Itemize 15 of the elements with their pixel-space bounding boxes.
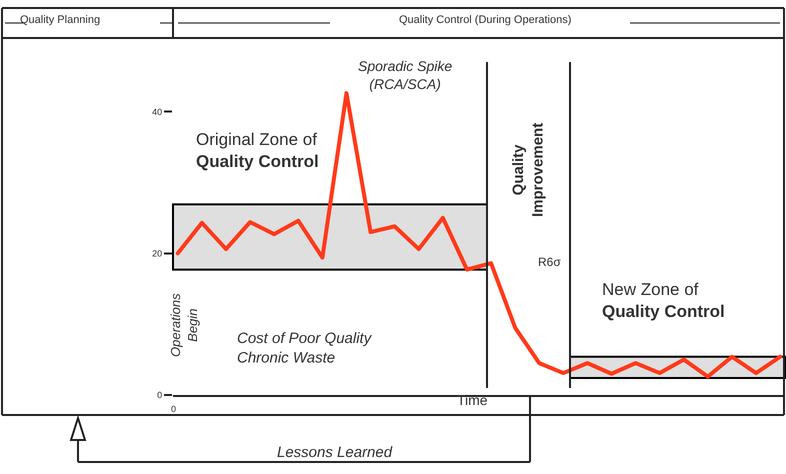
- y-tick-label: 20: [152, 248, 162, 258]
- annotation: R6σ: [538, 255, 562, 269]
- annotation: Operations Begin: [168, 292, 200, 357]
- text: Quality Planning: [20, 14, 100, 26]
- x-axis-title: Time: [457, 392, 488, 408]
- text: 0: [171, 404, 176, 414]
- band-label: Original Zone of Quality Control: [196, 130, 319, 172]
- annotation: Cost of Poor Quality Chronic Waste: [237, 330, 373, 366]
- band-label: New Zone of Quality Control: [602, 280, 725, 322]
- y-tick-label: 0: [157, 390, 162, 400]
- annotation: Quality Improvement: [510, 122, 546, 217]
- text: Quality Control (During Operations): [399, 14, 572, 26]
- text: Lessons Learned: [277, 444, 393, 461]
- y-tick-label: 40: [152, 106, 162, 117]
- annotation: Sporadic Spike (RCA/SCA): [358, 58, 452, 92]
